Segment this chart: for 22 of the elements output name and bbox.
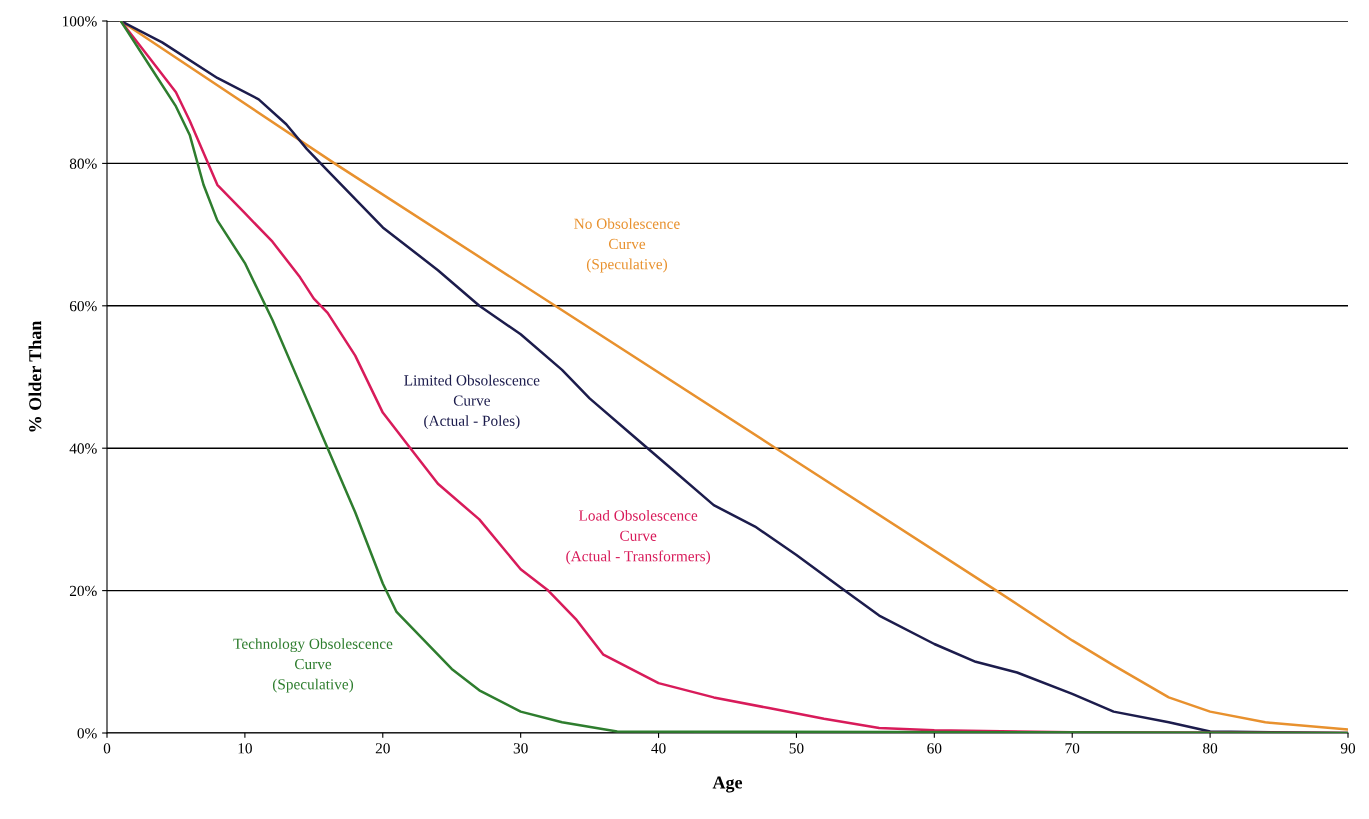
text: No Obsolescence Curve (Speculative) bbox=[574, 218, 680, 273]
y-tick-label: 60% bbox=[69, 300, 97, 312]
x-tick-label: 70 bbox=[1065, 743, 1080, 754]
series-label: Technology Obsolescence Curve (Speculative) bbox=[233, 638, 393, 693]
x-tick-label: 40 bbox=[651, 743, 666, 754]
x-tick-label: 80 bbox=[1203, 743, 1218, 754]
x-tick-label: 0 bbox=[103, 743, 111, 754]
x-tick-label: 30 bbox=[513, 743, 528, 754]
x-tick-label: 10 bbox=[238, 743, 252, 754]
y-tick-label: 80% bbox=[69, 158, 97, 169]
series-label: Limited Obsolescence Curve (Actual - Poles) bbox=[404, 374, 540, 430]
text: Load Obsolescence Curve (Actual - Transformers) bbox=[566, 509, 711, 565]
x-axis-title: Age bbox=[712, 776, 743, 793]
y-tick-label: 100% bbox=[62, 16, 97, 27]
x-tick-label: 50 bbox=[789, 743, 804, 754]
y-tick-label: 0% bbox=[77, 728, 97, 739]
x-tick-label: 20 bbox=[375, 743, 390, 754]
y-tick-label: 40% bbox=[69, 443, 97, 454]
x-tick-label: 90 bbox=[1340, 743, 1356, 754]
y-axis-title: % Older Than bbox=[28, 320, 42, 432]
x-tick-label: 60 bbox=[927, 743, 942, 754]
y-tick-label: 20% bbox=[69, 585, 97, 597]
